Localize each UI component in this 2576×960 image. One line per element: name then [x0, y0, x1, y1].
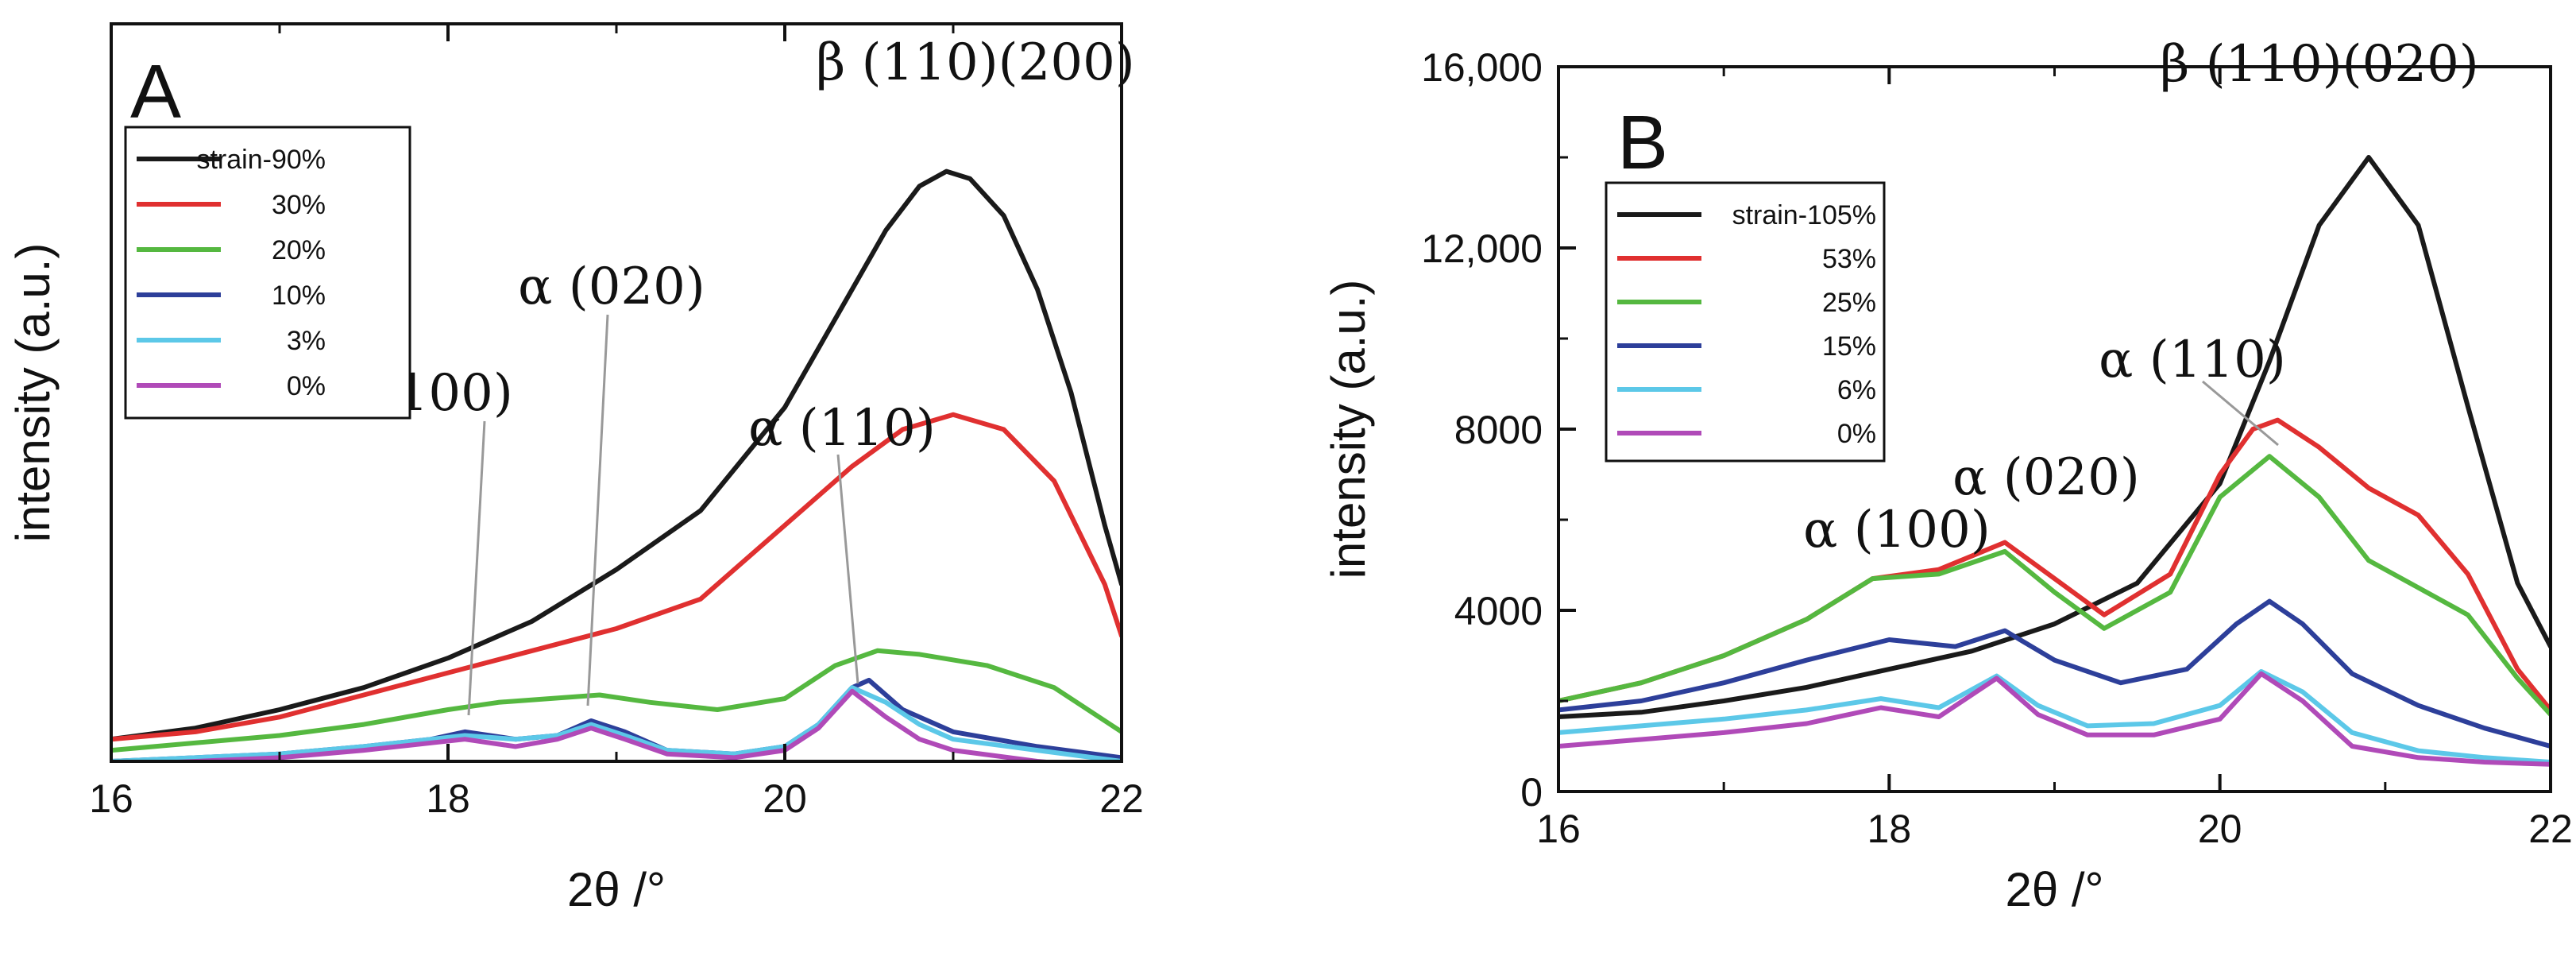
- x-tick-label: 20: [2198, 807, 2242, 851]
- annotation-leader-3: [836, 454, 859, 684]
- annotation-leader-2: [467, 420, 486, 716]
- series-line-2: [1558, 454, 2551, 718]
- y-tick-label: 8000: [1454, 408, 1543, 452]
- y-axis-label: intensity (a.u.): [6, 243, 60, 543]
- series-group: [111, 168, 1122, 761]
- legend-label: 20%: [272, 235, 326, 265]
- peak-annotation: β (110)(020): [2160, 35, 2479, 94]
- y-tick-label: 0: [1520, 770, 1543, 815]
- x-tick-label: 22: [2528, 807, 2573, 851]
- series-line-0: [1558, 155, 2551, 719]
- x-tick-label: 18: [1867, 807, 1912, 851]
- x-axis-label: 2θ /°: [2005, 863, 2103, 916]
- series-line-3: [1558, 598, 2551, 749]
- legend-label: 0%: [287, 371, 326, 401]
- annotation-leader-1: [2202, 380, 2279, 447]
- y-tick-label: 12,000: [1421, 226, 1543, 271]
- legend-box: [124, 126, 411, 420]
- legend: strain-105% 53% 25% 15% 6% 0%: [1605, 181, 1886, 463]
- series-line-5: [140, 688, 1065, 761]
- legend-label: 3%: [287, 326, 326, 356]
- legend-label: strain-105%: [1732, 200, 1876, 230]
- legend-label: 10%: [272, 281, 326, 311]
- x-tick-label: 18: [426, 776, 470, 821]
- annotation-leader-1: [586, 314, 609, 706]
- legend-label: 30%: [272, 190, 326, 220]
- peak-annotation: α (110): [2099, 331, 2286, 389]
- legend-label: 0%: [1837, 419, 1876, 449]
- series-line-5: [1558, 671, 2551, 767]
- panel-label: B: [1617, 100, 1668, 185]
- peak-annotation: α (110): [748, 399, 936, 458]
- series-group: [1558, 155, 2551, 767]
- legend-label: strain-90%: [196, 145, 326, 175]
- chart-panel-a: 16 18 20 22 2θ /° intensity (a.u.) A β (110)(20…: [6, 22, 1144, 916]
- peak-annotation: α (020): [1952, 448, 2140, 507]
- series-line-2: [111, 648, 1122, 753]
- legend-label: 53%: [1822, 244, 1876, 274]
- chart-panel-b: 16 18 20 22 0 4000 8000 12,000 16,000 2θ /° intens…: [1322, 35, 2573, 916]
- y-tick-label: 16,000: [1421, 45, 1543, 90]
- legend: strain-90% 30% 20% 10% 3% 0%: [124, 126, 411, 420]
- panel-label: A: [130, 49, 181, 134]
- series-line-4: [1558, 669, 2551, 765]
- x-tick-label: 16: [89, 776, 133, 821]
- legend-label: 6%: [1837, 375, 1876, 405]
- legend-label: 15%: [1822, 331, 1876, 362]
- peak-annotation: β (110)(200): [816, 33, 1135, 92]
- series-line-1: [111, 412, 1122, 742]
- x-tick-label: 16: [1536, 807, 1581, 851]
- x-tick-label: 22: [1099, 776, 1144, 821]
- legend-label: 25%: [1822, 288, 1876, 318]
- peak-annotation: α (100): [1803, 501, 1991, 559]
- y-axis-label: intensity (a.u.): [1322, 280, 1375, 579]
- series-line-4: [111, 685, 1122, 761]
- x-tick-label: 20: [763, 776, 807, 821]
- x-axis-label: 2θ /°: [567, 863, 666, 916]
- legend-box: [1605, 181, 1886, 463]
- peak-annotation: α (020): [518, 257, 705, 316]
- series-line-0: [111, 168, 1122, 742]
- y-tick-label: 4000: [1454, 589, 1543, 633]
